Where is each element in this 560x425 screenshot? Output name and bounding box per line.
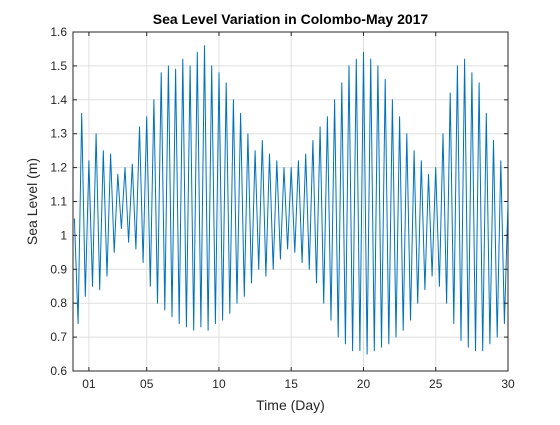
- x-tick-label: 20: [357, 377, 371, 391]
- tick-layer: 0.6 0.7 0.8 0.9 1 1.1 1.2 1.3 1.4 1.5 1.6 01 05 10 15 2…: [50, 25, 515, 391]
- y-axis-label: Sea Level (m): [24, 158, 40, 245]
- chart-title: Sea Level Variation in Colombo-May 2017: [153, 11, 429, 27]
- x-tick-label: 05: [140, 377, 154, 391]
- y-tick-label: 0.9: [50, 262, 67, 276]
- y-tick-label: 1.1: [50, 195, 67, 209]
- series-layer: [73, 45, 509, 355]
- y-tick-label: 1.6: [50, 25, 67, 39]
- y-tick-label: 1: [60, 228, 67, 242]
- sea-level-series-line: [73, 45, 509, 355]
- y-tick-label: 0.7: [50, 330, 67, 344]
- y-tick-label: 1.2: [50, 161, 67, 175]
- y-tick-label: 1.3: [50, 127, 67, 141]
- x-tick-label: 15: [285, 377, 299, 391]
- y-tick-label: 1.4: [50, 93, 67, 107]
- x-tick-label: 30: [501, 377, 515, 391]
- y-tick-label: 1.5: [50, 59, 67, 73]
- x-axis-label: Time (Day): [256, 397, 325, 413]
- y-tick-label: 0.8: [50, 296, 67, 310]
- x-tick-label: 25: [429, 377, 443, 391]
- x-tick-label: 10: [212, 377, 226, 391]
- y-tick-label: 0.6: [50, 364, 67, 378]
- x-tick-label: 01: [82, 377, 96, 391]
